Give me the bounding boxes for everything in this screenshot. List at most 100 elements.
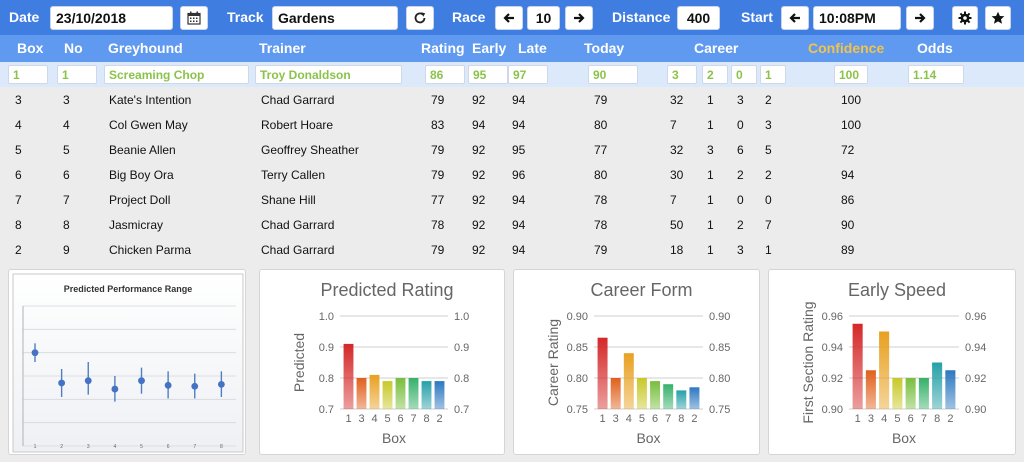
cell-no[interactable]: 1 <box>57 65 97 84</box>
cell-greyhound: Project Doll <box>109 193 171 207</box>
predicted-rating-panel: Predicted Rating 0.7 0.7 0.8 0.8 0.9 0.9 1.0 1.0… <box>259 269 505 455</box>
cell-career-1[interactable]: 3 <box>667 65 697 84</box>
distance-input[interactable]: 400 <box>677 6 720 30</box>
col-rating[interactable]: Rating <box>421 40 465 56</box>
cell-c2: 1 <box>707 218 714 232</box>
track-input[interactable]: Gardens <box>272 6 398 30</box>
refresh-button[interactable] <box>406 6 434 30</box>
cell-c3: 2 <box>737 218 744 232</box>
x-axis-label: Box <box>892 430 916 446</box>
cell-career-3[interactable]: 0 <box>731 65 757 84</box>
col-today[interactable]: Today <box>584 40 625 56</box>
cell-today: 79 <box>594 243 608 257</box>
cell-box: 8 <box>15 218 22 232</box>
gear-icon <box>958 11 972 25</box>
date-input[interactable]: 23/10/2018 <box>50 6 173 30</box>
col-early[interactable]: Early <box>472 40 507 56</box>
cell-today: 78 <box>594 218 608 232</box>
start-time-input[interactable]: 10:08PM <box>813 6 901 30</box>
cell-c2: 1 <box>707 118 714 132</box>
cell-early: 92 <box>472 243 486 257</box>
col-career[interactable]: Career <box>694 40 739 56</box>
cell-box: 2 <box>15 243 22 257</box>
y-tick-label-right: 0.90 <box>965 404 986 416</box>
table-row[interactable]: 5 5 Beanie Allen Geoffrey Sheather 79 92 95 77 3… <box>0 137 1024 162</box>
table-row[interactable]: 6 6 Big Boy Ora Terry Callen 79 92 96 80 30 1 2 2 94 <box>0 162 1024 187</box>
table-row-selected[interactable]: 1 1 Screaming Chop Troy Donaldson 86 95 … <box>0 62 1024 87</box>
col-no[interactable]: No <box>64 40 83 56</box>
col-greyhound[interactable]: Greyhound <box>108 40 183 56</box>
cell-trainer: Terry Callen <box>261 168 326 182</box>
y-tick-label-right: 0.75 <box>709 404 730 416</box>
race-label: Race <box>452 9 486 25</box>
cell-c3: 3 <box>737 93 744 107</box>
y-tick-label: 0.90 <box>567 311 588 323</box>
table-row[interactable]: 2 9 Chicken Parma Chad Garrard 79 92 94 79 18 1 3 1… <box>0 237 1024 262</box>
col-box[interactable]: Box <box>17 40 44 56</box>
table-row[interactable]: 4 4 Col Gwen May Robert Hoare 83 94 94 80 7 1 0 3 10… <box>0 112 1024 137</box>
x-tick-label: 4 <box>881 413 887 425</box>
cell-confidence: 72 <box>841 143 855 157</box>
x-tick-label: 8 <box>220 444 223 450</box>
race-input[interactable]: 10 <box>527 6 560 30</box>
cell-c2: 1 <box>707 93 714 107</box>
performance-range-panel: Predicted Performance Range 1 2 3 4 5 6 7 8 <box>8 269 246 455</box>
cell-trainer: Robert Hoare <box>261 118 334 132</box>
bar-2 <box>689 387 700 409</box>
start-prev-button[interactable] <box>781 6 809 30</box>
settings-button[interactable] <box>952 6 978 30</box>
cell-box: 3 <box>15 93 22 107</box>
x-tick-label: 5 <box>384 413 390 425</box>
col-late[interactable]: Late <box>518 40 547 56</box>
cell-no: 9 <box>63 243 70 257</box>
cell-trainer[interactable]: Troy Donaldson <box>255 65 402 84</box>
track-label: Track <box>227 9 264 25</box>
cell-career-4[interactable]: 1 <box>760 65 786 84</box>
col-confidence[interactable]: Confidence <box>808 40 885 56</box>
x-tick-label: 7 <box>410 413 416 425</box>
cell-late: 94 <box>512 93 526 107</box>
cell-late: 94 <box>512 193 526 207</box>
cell-rating: 79 <box>431 168 445 182</box>
cell-late[interactable]: 97 <box>508 65 548 84</box>
toolbar: Date 23/10/2018 Track Gardens Race 10 <box>0 0 1024 35</box>
x-tick-label: 5 <box>140 444 143 450</box>
cell-early[interactable]: 95 <box>468 65 508 84</box>
cell-confidence: 100 <box>841 93 862 107</box>
bar-7 <box>408 378 419 409</box>
cell-greyhound: Chicken Parma <box>109 243 192 257</box>
cell-today[interactable]: 90 <box>588 65 638 84</box>
cell-c3: 0 <box>737 118 744 132</box>
cell-odds[interactable]: 1.14 <box>908 65 964 84</box>
col-odds[interactable]: Odds <box>917 40 953 56</box>
cell-greyhound[interactable]: Screaming Chop <box>104 65 249 84</box>
bar-3 <box>356 378 367 409</box>
table-row[interactable]: 3 3 Kate's Intention Chad Garrard 79 92 94 79 32… <box>0 87 1024 112</box>
y-tick-label: 0.9 <box>319 342 334 354</box>
cell-career-2[interactable]: 2 <box>702 65 728 84</box>
cell-trainer: Chad Garrard <box>261 243 335 257</box>
favorite-button[interactable] <box>985 6 1011 30</box>
table-row[interactable]: 8 8 Jasmicray Chad Garrard 78 92 94 78 50 1 2 7 90 <box>0 212 1024 237</box>
race-next-button[interactable] <box>565 6 593 30</box>
race-prev-button[interactable] <box>495 6 523 30</box>
y-tick-label-right: 0.80 <box>709 373 730 385</box>
start-next-button[interactable] <box>906 6 934 30</box>
y-tick-label-right: 0.92 <box>965 373 986 385</box>
cell-late: 94 <box>512 118 526 132</box>
y-tick-label: 0.85 <box>567 342 588 354</box>
cell-confidence[interactable]: 100 <box>834 65 868 84</box>
cell-early: 92 <box>472 143 486 157</box>
x-tick-label: 3 <box>87 444 90 450</box>
bar-5 <box>636 378 647 409</box>
calendar-button[interactable] <box>180 6 208 30</box>
y-tick-label-right: 1.0 <box>454 311 469 323</box>
cell-rating[interactable]: 86 <box>425 65 465 84</box>
cell-box[interactable]: 1 <box>8 65 48 84</box>
y-tick-label-right: 0.90 <box>709 311 730 323</box>
cell-rating: 79 <box>431 243 445 257</box>
bar-7 <box>663 384 674 409</box>
table-row[interactable]: 7 7 Project Doll Shane Hill 77 92 94 78 7 1 0 0 86 <box>0 187 1024 212</box>
y-axis-label: Predicted <box>291 333 307 392</box>
col-trainer[interactable]: Trainer <box>259 40 306 56</box>
